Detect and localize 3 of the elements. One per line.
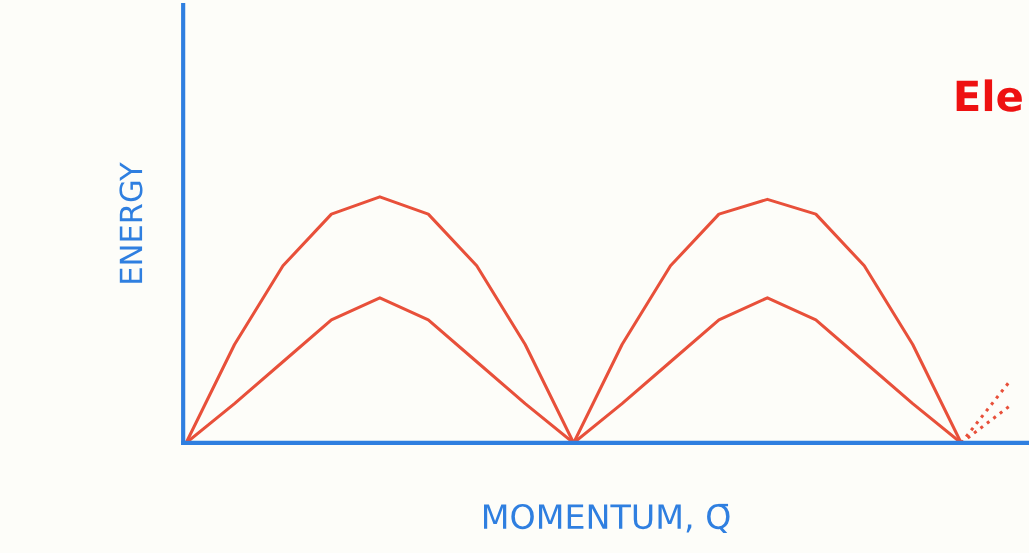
x-axis-title: MOMENTUM, Q̄ bbox=[484, 503, 730, 533]
y-axis-title: ENERGY bbox=[119, 162, 143, 283]
text: Ele bbox=[956, 79, 1022, 112]
